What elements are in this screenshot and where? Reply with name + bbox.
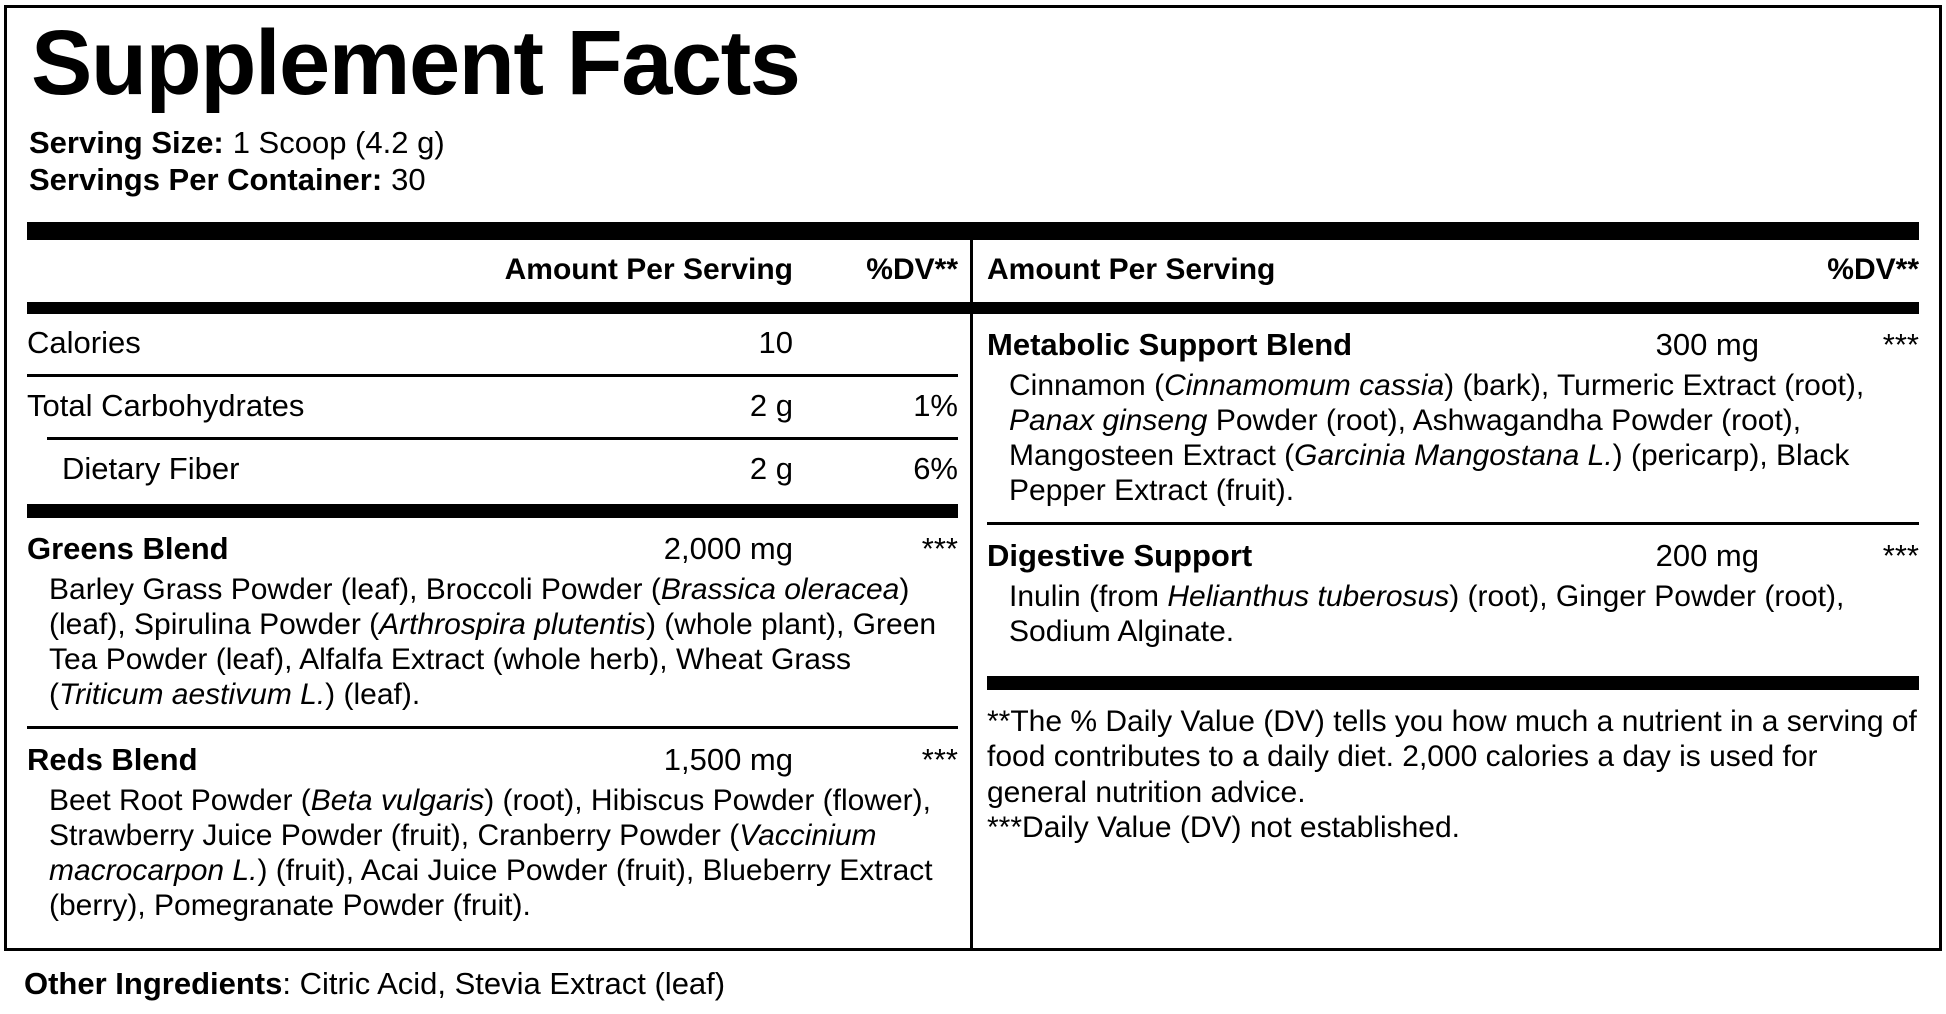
blend-reds: Reds Blend 1,500 mg *** Beet Root Powder… [27,729,958,937]
amount-per-serving-header: Amount Per Serving [987,253,1276,287]
blend-amount: 2,000 mg [663,531,793,567]
panel-title: Supplement Facts [31,12,801,114]
blend-header-row: Digestive Support 200 mg *** [987,525,1919,578]
blend-ingredients: Barley Grass Powder (leaf), Broccoli Pow… [49,573,937,711]
nutrient-row-calories: Calories 10 [27,314,958,374]
footnote-dv-not-established: ***Daily Value (DV) not established. [987,811,1461,845]
nutrient-name: Total Carbohydrates [27,388,305,424]
nutrient-dv: 6% [913,451,958,487]
other-ingredients-value: : Citric Acid, Stevia Extract (leaf) [282,966,726,1001]
separator-bar-mid-left [27,504,958,519]
blend-dv: *** [1882,538,1919,574]
blend-name: Reds Blend [27,742,198,778]
column-header-right: Amount Per Serving %DV** [987,240,1919,302]
blend-header-row: Metabolic Support Blend 300 mg *** [987,314,1919,367]
facts-columns: Amount Per Serving %DV** Calories 10 Tot… [27,240,1919,948]
blend-name: Metabolic Support Blend [987,327,1353,363]
nutrient-dv: 1% [913,388,958,424]
percent-dv-header: %DV** [1827,253,1919,287]
blend-header-row: Greens Blend 2,000 mg *** [27,518,958,571]
blend-amount: 200 mg [1655,538,1759,574]
facts-column-left: Amount Per Serving %DV** Calories 10 Tot… [27,240,973,948]
blend-name: Digestive Support [987,538,1253,574]
blend-amount: 1,500 mg [663,742,793,778]
blend-ingredients: Inulin (from Helianthus tuberosus) (root… [1009,580,1845,649]
serving-size-value: 1 Scoop (4.2 g) [232,125,445,161]
blend-digestive-support: Digestive Support 200 mg *** Inulin (fro… [987,525,1919,664]
separator-bar-header-left [27,302,970,315]
servings-per-container-line: Servings Per Container: 30 [29,162,1919,198]
column-header-left: Amount Per Serving %DV** [27,240,958,302]
nutrient-amount: 2 g [749,451,793,487]
servings-per-container-label: Servings Per Container: [29,162,383,198]
nutrient-name: Dietary Fiber [62,451,240,487]
blend-amount: 300 mg [1655,327,1759,363]
separator-bar-header-right [973,302,1919,315]
blend-ingredients: Beet Root Powder (Beta vulgaris) (root),… [49,784,933,922]
servings-per-container-value: 30 [391,162,426,198]
blend-dv: *** [921,742,958,778]
divider-line-indented [47,437,958,441]
other-ingredients-line: Other Ingredients: Citric Acid, Stevia E… [24,966,1946,1002]
nutrient-row-dietary-fiber: Dietary Fiber 2 g 6% [27,440,958,500]
other-ingredients-label: Other Ingredients [24,966,283,1001]
blend-header-row: Reds Blend 1,500 mg *** [27,729,958,782]
nutrient-row-total-carbohydrates: Total Carbohydrates 2 g 1% [27,377,958,437]
amount-per-serving-header: Amount Per Serving [504,253,793,287]
nutrient-amount: 2 g [749,388,793,424]
blend-ingredients: Cinnamon (Cinnamomum cassia) (bark), Tur… [1009,369,1865,507]
percent-dv-header: %DV** [866,253,958,287]
nutrient-amount: 10 [758,325,793,361]
serving-size-line: Serving Size: 1 Scoop (4.2 g) [29,125,1919,161]
blend-metabolic-support: Metabolic Support Blend 300 mg *** Cinna… [987,314,1919,522]
footnote-daily-value: **The % Daily Value (DV) tells you how m… [987,704,1917,809]
serving-size-label: Serving Size: [29,125,224,161]
blend-name: Greens Blend [27,531,229,567]
blend-dv: *** [921,531,958,567]
nutrient-name: Calories [27,325,141,361]
facts-column-right: Amount Per Serving %DV** Metabolic Suppo… [973,240,1919,948]
separator-bar-mid-right [987,675,1919,690]
blend-greens: Greens Blend 2,000 mg *** Barley Grass P… [27,518,958,726]
divider-line [987,522,1919,526]
blend-dv: *** [1882,327,1919,363]
divider-line [27,726,958,730]
divider-line [27,374,958,378]
supplement-facts-panel: Supplement Facts Serving Size: 1 Scoop (4… [4,5,1942,951]
separator-bar-top [27,222,1919,241]
